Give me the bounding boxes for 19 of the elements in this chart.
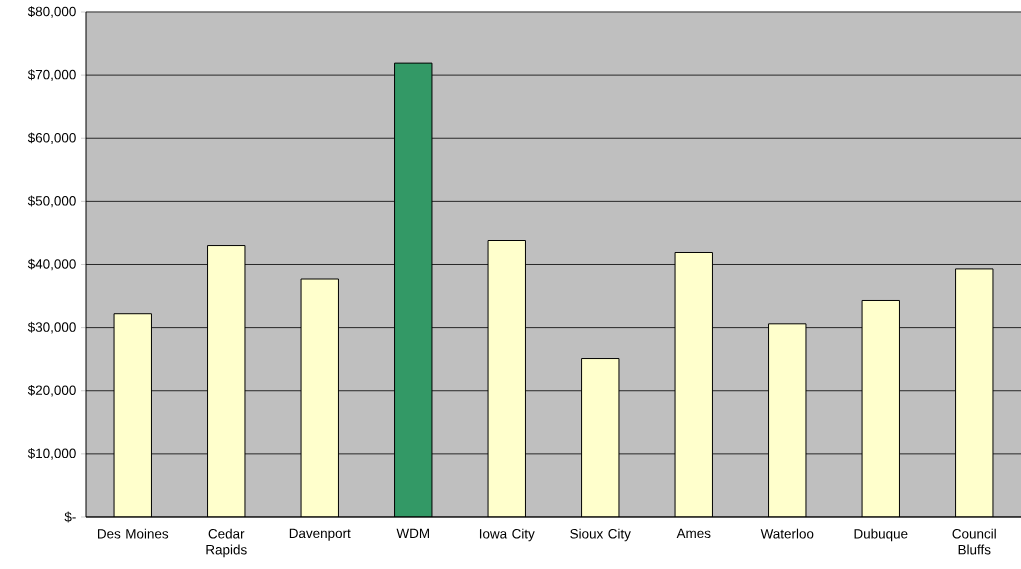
x-tick-label: Davenport — [289, 528, 351, 541]
x-tick-label: Iowa City — [479, 528, 535, 542]
y-tick-label: $80,000 — [27, 6, 76, 18]
x-tick-label: Ames — [676, 528, 711, 539]
x-tick-label: Waterloo — [760, 528, 814, 539]
x-tick-label: Sioux City — [570, 528, 631, 542]
y-tick-label: $20,000 — [27, 384, 76, 397]
y-tick-label: $10,000 — [27, 448, 76, 460]
y-tick-label: $50,000 — [27, 195, 76, 208]
x-tick-label: Des Moines — [97, 528, 169, 539]
x-tick-label: WDM — [396, 528, 429, 538]
y-tick-label: $- — [64, 511, 76, 523]
y-tick-label: $60,000 — [27, 132, 76, 145]
y-tick-label: $40,000 — [27, 258, 76, 271]
y-tick-label: $70,000 — [27, 69, 76, 81]
x-tick-label: Council Bluffs — [952, 528, 996, 555]
x-tick-label: Cedar Rapids — [206, 528, 247, 558]
x-tick-label: Dubuque — [854, 528, 908, 542]
y-tick-label: $30,000 — [27, 321, 76, 334]
